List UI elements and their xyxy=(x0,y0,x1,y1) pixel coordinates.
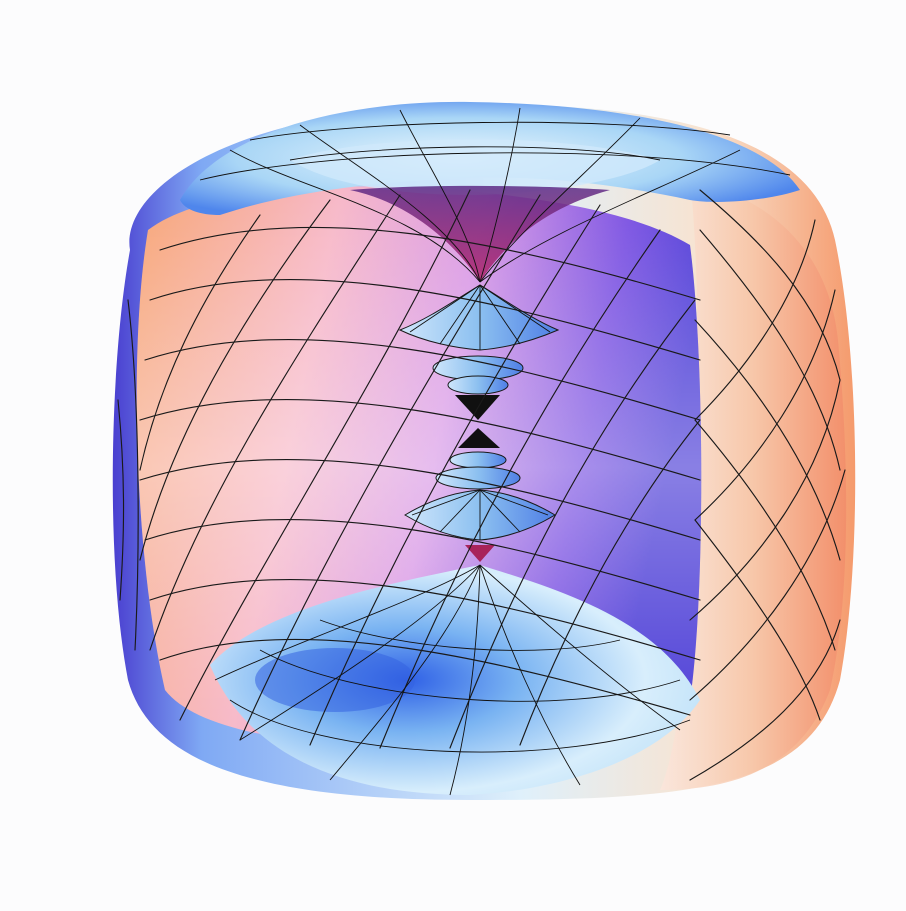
top-rim xyxy=(180,101,800,282)
disc-spokes xyxy=(409,284,551,540)
bottom-rim-mesh xyxy=(214,564,691,796)
top-rim-mesh xyxy=(199,107,791,283)
mesh-lines xyxy=(117,189,846,781)
